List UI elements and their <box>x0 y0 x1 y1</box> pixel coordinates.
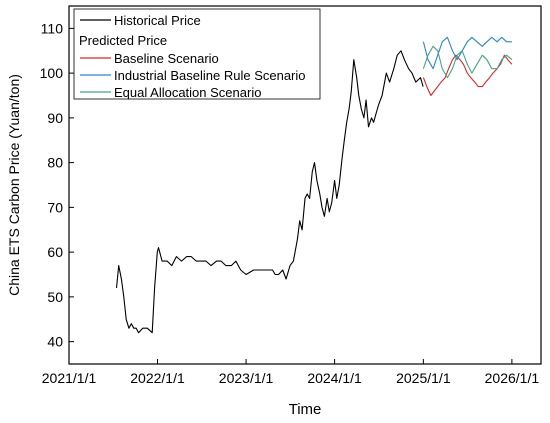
legend: Historical Price Predicted Price Baselin… <box>73 8 321 100</box>
historical-price-line <box>115 50 424 334</box>
y-tick-label: 90 <box>47 110 63 126</box>
x-tick-label: 2024/1/1 <box>307 370 362 386</box>
x-tick-label: 2022/1/1 <box>130 370 185 386</box>
y-tick-label: 70 <box>47 199 63 215</box>
y-tick-label: 50 <box>47 289 63 305</box>
y-tick-label: 60 <box>47 244 63 260</box>
x-tick-label: 2025/1/1 <box>396 370 451 386</box>
x-tick-label: 2021/1/1 <box>42 370 97 386</box>
y-tick-label: 100 <box>40 65 64 81</box>
legend-label-historical: Historical Price <box>114 13 201 28</box>
series-layer <box>115 36 513 334</box>
x-axis-label: Time <box>289 401 322 418</box>
x-tick-label: 2023/1/1 <box>219 370 274 386</box>
y-tick-label: 40 <box>47 334 63 350</box>
industrial-baseline-rule-line <box>422 36 512 70</box>
x-axis: 2021/1/1 2022/1/1 2023/1/1 2024/1/1 2025/1/1… <box>42 359 540 386</box>
legend-group-header: Predicted Price <box>79 33 167 48</box>
legend-label-equal: Equal Allocation Scenario <box>114 85 261 100</box>
y-tick-label: 80 <box>47 155 63 171</box>
equal-allocation-line <box>422 45 513 79</box>
legend-label-industrial: Industrial Baseline Rule Scenario <box>114 68 306 83</box>
x-tick-label: 2026/1/1 <box>485 370 540 386</box>
y-axis: 40 50 60 70 80 90 100 110 <box>40 20 74 350</box>
y-axis-label: China ETS Carbon Price (Yuan/ton) <box>6 74 22 296</box>
legend-box <box>73 8 321 100</box>
plot-frame <box>68 5 542 365</box>
legend-label-baseline: Baseline Scenario <box>114 51 219 66</box>
baseline-scenario-line <box>422 54 513 97</box>
y-tick-label: 110 <box>41 20 64 36</box>
